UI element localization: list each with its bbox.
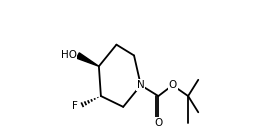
Text: HO: HO [60,51,77,60]
Polygon shape [77,53,99,66]
Text: O: O [168,80,177,90]
Text: N: N [137,80,145,90]
Text: O: O [154,118,163,128]
Text: F: F [72,101,78,111]
